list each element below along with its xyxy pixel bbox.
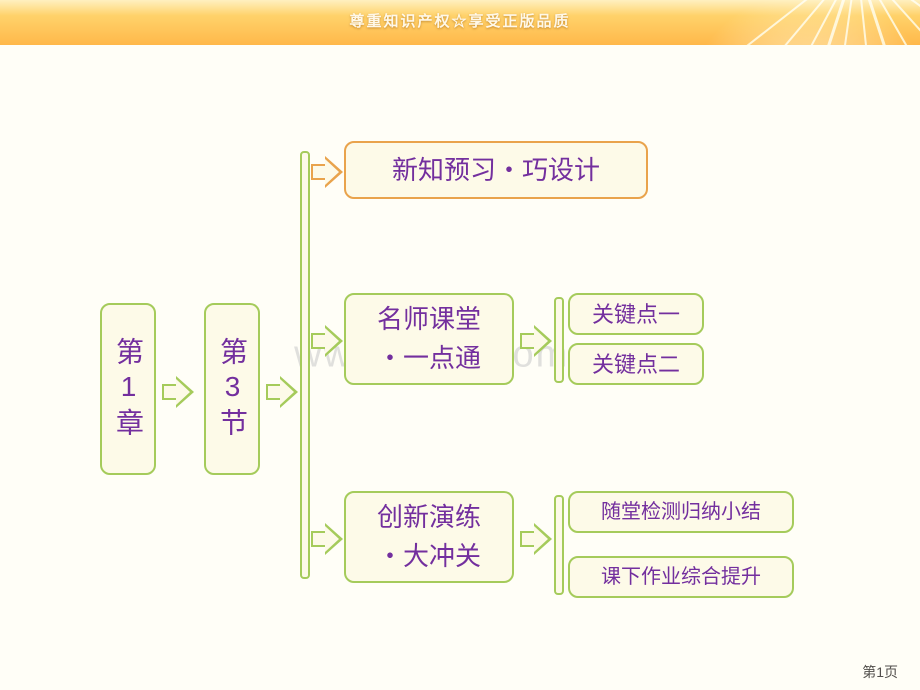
banner-title: 尊重知识产权☆享受正版品质: [0, 10, 920, 31]
arrow-icon: [520, 325, 552, 357]
node-n1[interactable]: 新知预习・巧设计: [344, 141, 648, 199]
node-label: 关键点二: [578, 342, 694, 387]
node-label: 随堂检测归纳小结: [587, 491, 775, 533]
node-label: 名师课堂・一点通: [363, 294, 495, 384]
node-n2[interactable]: 名师课堂・一点通: [344, 293, 514, 385]
node-l1[interactable]: 第1章: [100, 303, 156, 475]
arrow-icon: [311, 156, 343, 188]
diagram-canvas: www.zixin.com.cn 第1章第3节新知预习・巧设计名师课堂・一点通创…: [0, 45, 920, 690]
node-label: 课下作业综合提升: [587, 556, 775, 598]
node-s1[interactable]: 随堂检测归纳小结: [568, 491, 794, 533]
node-label: 新知预习・巧设计: [378, 145, 614, 196]
node-label: 创新演练・大冲关: [363, 492, 495, 582]
arrow-icon: [311, 523, 343, 555]
arrow-icon: [520, 523, 552, 555]
node-n3[interactable]: 创新演练・大冲关: [344, 491, 514, 583]
arrow-icon: [311, 325, 343, 357]
node-l2[interactable]: 第3节: [204, 303, 260, 475]
arrow-icon: [266, 376, 298, 408]
node-k1[interactable]: 关键点一: [568, 293, 704, 335]
top-banner: 尊重知识产权☆享受正版品质: [0, 0, 920, 45]
node-k2[interactable]: 关键点二: [568, 343, 704, 385]
node-label: 关键点一: [578, 292, 694, 337]
arrow-icon: [162, 376, 194, 408]
page-number: 第1页: [862, 662, 898, 682]
connector-bar: [554, 495, 564, 595]
connector-bar: [300, 151, 310, 579]
node-label: 第1章: [108, 337, 148, 442]
node-s2[interactable]: 课下作业综合提升: [568, 556, 794, 598]
connector-bar: [554, 297, 564, 383]
node-label: 第3节: [212, 337, 252, 442]
